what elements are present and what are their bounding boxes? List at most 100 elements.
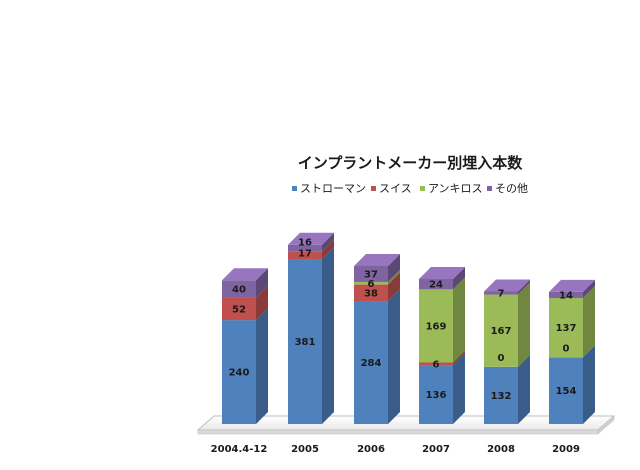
bar-segment bbox=[484, 294, 518, 367]
bar-segment bbox=[288, 251, 322, 260]
bar-top bbox=[419, 266, 465, 279]
bar-segment bbox=[484, 366, 518, 424]
x-tick-label: 2008 bbox=[487, 444, 515, 455]
bar-segment-side bbox=[518, 282, 530, 367]
bar-segment bbox=[354, 281, 388, 285]
data-label: 284 bbox=[361, 358, 382, 369]
bar-segment-side bbox=[388, 269, 400, 285]
data-label: 14 bbox=[559, 290, 573, 301]
data-label: 6 bbox=[433, 359, 440, 370]
bar-segment bbox=[354, 265, 388, 282]
chart-title: インプラントメーカー別埋入本数 bbox=[298, 154, 524, 172]
bars bbox=[222, 232, 595, 424]
bar-stack bbox=[288, 232, 334, 424]
data-label: 24 bbox=[429, 280, 443, 291]
data-label: 154 bbox=[556, 386, 577, 397]
bar-segment bbox=[419, 362, 453, 366]
data-label: 137 bbox=[556, 323, 577, 334]
legend-label: ストローマン bbox=[300, 182, 366, 195]
bar-segment bbox=[419, 365, 453, 424]
bar-segment bbox=[288, 259, 322, 424]
data-label: 17 bbox=[298, 249, 312, 260]
data-label: 381 bbox=[295, 337, 316, 348]
bar-segment-side bbox=[453, 277, 465, 363]
bar-segment-side bbox=[388, 272, 400, 302]
bar-segment-side bbox=[322, 232, 334, 252]
bar-top bbox=[288, 232, 334, 245]
legend-label: その他 bbox=[495, 182, 528, 195]
legend-swatch bbox=[487, 186, 492, 191]
x-axis-ticks: 2004.4-12 2005 2006 2007 2008 2009 bbox=[211, 444, 580, 455]
bar-segment-side bbox=[388, 253, 400, 282]
legend-item: スイス bbox=[371, 182, 412, 195]
bar-segment-side bbox=[583, 279, 595, 298]
data-label: 169 bbox=[426, 321, 447, 332]
data-label: 136 bbox=[426, 390, 447, 401]
bar-segment-side bbox=[256, 308, 268, 424]
bar-segment bbox=[419, 289, 453, 363]
bar-segment-side bbox=[453, 266, 465, 290]
data-label: 132 bbox=[491, 391, 512, 402]
legend-item: ストローマン bbox=[292, 182, 366, 195]
floor-side bbox=[597, 415, 615, 435]
bar-segment-side bbox=[256, 268, 268, 298]
bar-segment-side bbox=[518, 279, 530, 295]
legend-item: その他 bbox=[487, 182, 528, 195]
bar-segment-side bbox=[453, 350, 465, 366]
legend-swatch bbox=[371, 186, 376, 191]
bar-segment bbox=[549, 357, 583, 424]
data-label: 167 bbox=[491, 326, 512, 337]
bar-segment bbox=[354, 284, 388, 302]
x-tick-label: 2007 bbox=[422, 444, 450, 455]
legend-item: アンキロス bbox=[420, 182, 483, 195]
bar-segment bbox=[222, 280, 256, 298]
legend: ストローマン スイス アンキロス その他 bbox=[292, 182, 528, 195]
legend-swatch bbox=[420, 186, 425, 191]
bar-segment bbox=[549, 297, 583, 358]
legend-label: アンキロス bbox=[428, 182, 483, 195]
bar-top bbox=[222, 268, 268, 281]
bar-top bbox=[484, 279, 530, 292]
data-labels: 2405240381171628438637136616924132016771… bbox=[229, 238, 577, 402]
legend-swatch bbox=[292, 186, 297, 191]
bar-top bbox=[549, 279, 595, 292]
bar-stack bbox=[419, 266, 465, 424]
x-tick-label: 2004.4-12 bbox=[211, 444, 268, 455]
bar-segment-side bbox=[322, 247, 334, 424]
data-label: 0 bbox=[563, 343, 570, 354]
data-label: 6 bbox=[368, 279, 375, 290]
x-tick-label: 2005 bbox=[291, 444, 319, 455]
bar-segment bbox=[354, 301, 388, 424]
legend-label: スイス bbox=[379, 182, 412, 195]
bar-segment-side bbox=[256, 285, 268, 321]
bar-segment-side bbox=[388, 289, 400, 424]
bar-segment bbox=[222, 320, 256, 424]
bar-segment-side bbox=[322, 239, 334, 260]
bar-segment-side bbox=[583, 345, 595, 424]
data-label: 240 bbox=[229, 368, 250, 379]
data-label: 40 bbox=[232, 284, 246, 295]
bar-stack bbox=[222, 268, 268, 424]
floor-front bbox=[197, 429, 599, 435]
data-label: 52 bbox=[232, 304, 246, 315]
bar-segment-side bbox=[453, 353, 465, 424]
data-label: 0 bbox=[498, 353, 505, 364]
data-label: 16 bbox=[298, 238, 312, 249]
bar-segment-side bbox=[583, 285, 595, 358]
bar-stack bbox=[484, 279, 530, 424]
bar-segment bbox=[484, 291, 518, 295]
bar-stack bbox=[354, 253, 400, 424]
bar-segment bbox=[288, 244, 322, 252]
bar-stack bbox=[549, 279, 595, 424]
x-tick-label: 2006 bbox=[357, 444, 385, 455]
x-tick-label: 2009 bbox=[552, 444, 580, 455]
bar-segment bbox=[549, 291, 583, 298]
bar-segment bbox=[419, 278, 453, 290]
data-label: 38 bbox=[364, 288, 378, 299]
bar-top bbox=[354, 253, 400, 266]
data-label: 37 bbox=[364, 269, 378, 280]
bar-segment bbox=[222, 297, 256, 321]
bar-segment-side bbox=[518, 354, 530, 424]
